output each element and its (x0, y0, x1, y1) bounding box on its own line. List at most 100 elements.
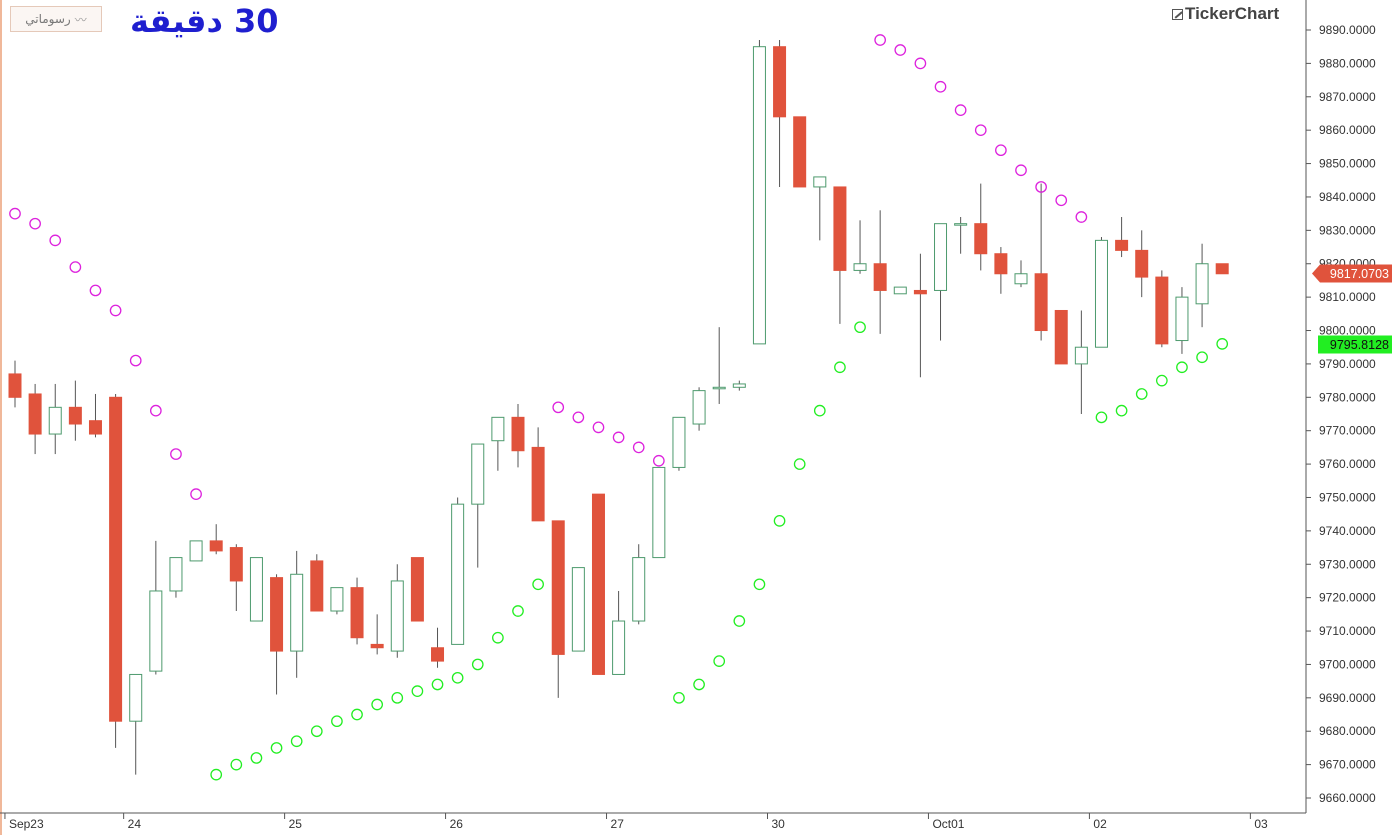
candle-body-down (511, 416, 525, 452)
brand-logo-text: TickerChart (1185, 4, 1280, 23)
sar-dot (1216, 338, 1229, 350)
my-drawings-button[interactable]: رسوماتي 〰 (10, 6, 102, 32)
candle-body-up (813, 176, 827, 188)
candle-body-up (934, 223, 948, 291)
y-tick-label: 9840.0000 (1319, 190, 1376, 204)
sar-dot (391, 691, 404, 704)
candle-body-up (129, 673, 143, 722)
x-tick-label: 03 (1254, 817, 1268, 831)
sar-dot (934, 80, 947, 93)
y-tick-label: 9700.0000 (1319, 657, 1376, 671)
sar-dot (974, 124, 987, 137)
candle-body-down (370, 643, 384, 649)
sar-dot (49, 234, 62, 247)
last-price-label-bg (1312, 264, 1392, 283)
candle-body-down (1054, 309, 1068, 365)
sar-dot (89, 284, 102, 297)
candle-body-up (632, 557, 646, 622)
candle-body-down (773, 46, 787, 118)
sar-dot (471, 658, 484, 671)
sar-dot (29, 217, 41, 230)
candle-body-up (893, 286, 907, 295)
candle-body-up (712, 386, 726, 390)
candle-body-up (752, 46, 766, 345)
sar-dot (894, 44, 907, 56)
sar-dot (411, 685, 424, 697)
sar-dot (1075, 211, 1088, 223)
line-chart-icon: 〰 (74, 12, 87, 27)
sar-dot (713, 655, 726, 667)
y-tick-label: 9880.0000 (1319, 56, 1376, 70)
candle-body-up (249, 557, 263, 622)
candle-body-down (209, 540, 223, 552)
sar-dot (813, 404, 826, 417)
sar-dot (371, 698, 384, 711)
candle-body-up (732, 383, 746, 388)
sar-dot (592, 421, 605, 434)
candle-body-up (330, 587, 344, 612)
y-tick-label: 9730.0000 (1319, 557, 1376, 571)
sar-dot (290, 735, 303, 748)
my-drawings-label: رسوماتي (25, 12, 71, 26)
candle-body-down (1135, 249, 1149, 278)
candle-body-up (1094, 239, 1108, 348)
candle-body-up (652, 466, 666, 559)
y-tick-label: 9760.0000 (1319, 457, 1376, 471)
y-tick-label: 9890.0000 (1319, 23, 1376, 37)
candle-body-down (1155, 276, 1169, 345)
sar-dot (793, 458, 806, 470)
y-tick-label: 9680.0000 (1319, 724, 1376, 738)
sar-dot (492, 631, 504, 644)
candle-body-down (229, 547, 243, 582)
x-tick-label: Oct01 (932, 817, 964, 831)
sar-dot (149, 404, 162, 417)
candle-body-up (1014, 273, 1028, 285)
candle-body-down (531, 446, 545, 522)
candle-body-up (48, 406, 62, 435)
candle-body-down (431, 647, 445, 662)
sar-dot (512, 605, 524, 617)
sar-dot (1095, 411, 1108, 424)
candle-body-down (410, 557, 424, 622)
x-tick-label: Sep23 (9, 817, 44, 831)
candle-body-up (491, 416, 505, 442)
indicator-value-label-bg (1318, 335, 1392, 354)
sar-dot (773, 515, 786, 527)
y-tick-label: 9860.0000 (1319, 123, 1376, 137)
candle-body-up (290, 573, 304, 652)
sar-dot (170, 448, 182, 460)
sar-dot (1176, 361, 1188, 374)
y-tick-label: 9670.0000 (1319, 758, 1376, 772)
sar-dot (995, 144, 1007, 157)
y-tick-label: 9690.0000 (1319, 691, 1376, 705)
sar-dot (250, 752, 263, 764)
candle-body-up (1195, 263, 1209, 305)
sar-dot (532, 578, 544, 591)
y-tick-label: 9720.0000 (1319, 591, 1376, 605)
sar-dot (9, 207, 21, 220)
sar-dot (129, 354, 142, 367)
y-tick-label: 9780.0000 (1319, 390, 1376, 404)
sar-dot (854, 321, 866, 334)
candle-body-down (109, 396, 123, 722)
candle-body-down (310, 560, 324, 612)
sar-dot (673, 691, 685, 704)
x-tick-label: 02 (1093, 817, 1107, 831)
candle-body-up (612, 620, 626, 675)
x-tick-label: 27 (611, 817, 625, 831)
sar-dot (230, 758, 243, 771)
candle-body-down (873, 263, 887, 291)
sar-dot (834, 361, 846, 374)
y-tick-label: 9870.0000 (1319, 90, 1376, 104)
sar-dot (190, 488, 202, 500)
sar-dot (331, 715, 343, 728)
candle-body-up (1175, 296, 1189, 342)
sar-dot (632, 441, 645, 454)
sar-dot (109, 304, 122, 317)
candle-body-down (994, 253, 1008, 275)
timeframe-label: 30 دقيقة (130, 2, 279, 40)
sar-dot (693, 678, 705, 691)
sar-dot (69, 261, 82, 273)
sar-dot (552, 401, 565, 414)
